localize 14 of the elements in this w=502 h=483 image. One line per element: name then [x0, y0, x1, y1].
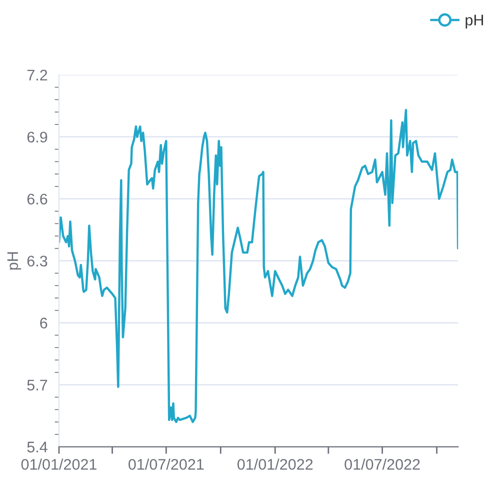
- x-tick-label: 01/01/2022: [237, 458, 313, 470]
- y-tick-label: 5.7: [27, 380, 48, 390]
- y-tick-label: 7.2: [27, 70, 48, 80]
- line-series: [58, 108, 458, 424]
- x-tick-label: 01/01/2021: [21, 458, 96, 470]
- x-tick-label: 01/07/2021: [128, 458, 204, 470]
- y-tick-label: 5.4: [27, 442, 48, 452]
- x-tick-label: 01/07/2022: [344, 458, 420, 470]
- y-tick-label: 6.6: [27, 194, 48, 205]
- y-tick-label: 6: [40, 318, 48, 328]
- y-tick-label: 6.9: [27, 132, 48, 143]
- y-axis-title: pH: [7, 252, 22, 270]
- y-tick-label: 6.3: [27, 256, 48, 267]
- legend-label: pH: [466, 14, 483, 28]
